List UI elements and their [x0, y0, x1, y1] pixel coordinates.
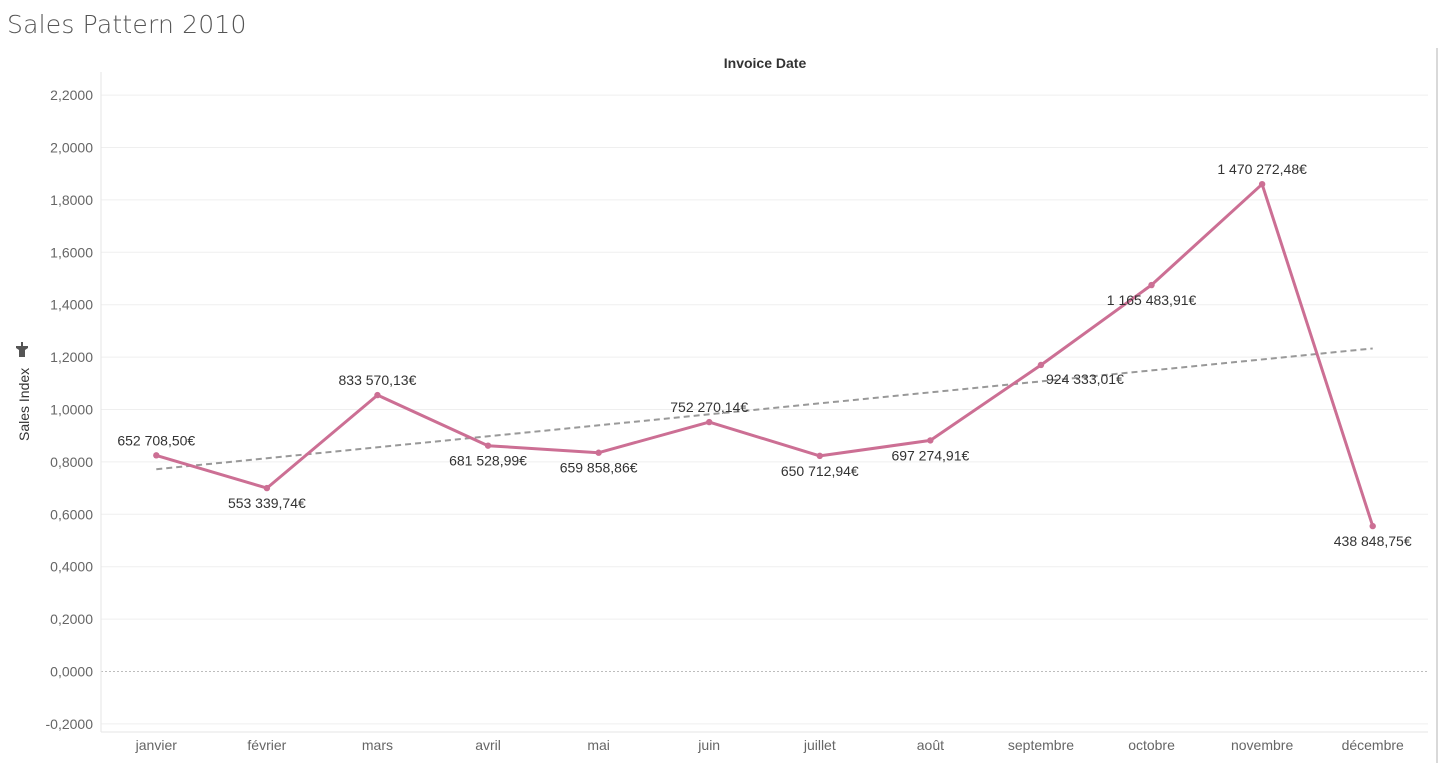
- data-point[interactable]: [374, 391, 381, 399]
- y-tick-label: 2,0000: [50, 140, 93, 156]
- y-tick-label: 0,0000: [50, 664, 93, 680]
- y-tick-label: 1,4000: [50, 297, 93, 313]
- data-point[interactable]: [927, 437, 934, 444]
- axes: -0,2000 0,0000 0,2000 0,4000 0,6000 0,8000 1,0…: [46, 72, 1428, 753]
- data-point[interactable]: [153, 452, 160, 459]
- x-tick-label: juin: [697, 737, 720, 753]
- data-point[interactable]: [1148, 281, 1155, 289]
- x-tick-label: septembre: [1008, 737, 1074, 753]
- right-edge-scrollbar[interactable]: [1436, 48, 1438, 763]
- pin-icon[interactable]: [16, 342, 28, 357]
- y-axis-title: Sales Index: [16, 368, 32, 441]
- data-labels: 652 708,50€ 553 339,74€ 833 570,13€ 681 528…: [117, 161, 1411, 549]
- data-label: 438 848,75€: [1334, 533, 1412, 549]
- y-tick-label: 2,2000: [50, 87, 93, 103]
- data-point[interactable]: [263, 484, 271, 492]
- data-label: 681 528,99€: [449, 453, 527, 469]
- data-point[interactable]: [1037, 361, 1045, 369]
- series-line[interactable]: [155, 182, 1375, 527]
- data-point[interactable]: [484, 442, 492, 449]
- y-tick-label: 1,0000: [50, 402, 93, 418]
- y-axis-title-group[interactable]: Sales Index: [16, 342, 32, 441]
- data-point[interactable]: [816, 452, 823, 460]
- data-point[interactable]: [1258, 180, 1266, 188]
- data-label: 650 712,94€: [781, 463, 859, 479]
- data-label: 1 470 272,48€: [1217, 161, 1307, 177]
- series-group: [153, 180, 1376, 530]
- data-point[interactable]: [706, 418, 713, 426]
- y-tick-label: 0,8000: [50, 454, 93, 470]
- y-tick-label: 0,2000: [50, 611, 93, 627]
- data-label: 1 165 483,91€: [1107, 292, 1197, 308]
- data-point[interactable]: [1369, 522, 1376, 530]
- x-tick-label: juillet: [803, 737, 836, 753]
- data-label: 924 333,01€: [1046, 371, 1124, 387]
- x-tick-label: mai: [587, 737, 610, 753]
- y-tick-label: 1,2000: [50, 349, 93, 365]
- data-label: 833 570,13€: [339, 372, 417, 388]
- y-tick-label: 1,6000: [50, 244, 93, 260]
- x-tick-label: octobre: [1128, 737, 1175, 753]
- trend-line[interactable]: [156, 347, 1373, 471]
- x-tick-label: décembre: [1342, 737, 1404, 753]
- x-tick-label: février: [247, 737, 286, 753]
- x-tick-label: août: [917, 737, 944, 753]
- grid-lines: [101, 94, 1428, 725]
- page-title: Sales Pattern 2010: [7, 10, 247, 39]
- data-label: 697 274,91€: [891, 447, 969, 463]
- y-tick-label: -0,2000: [46, 716, 94, 732]
- data-point[interactable]: [595, 449, 602, 456]
- trend-line-group: [156, 347, 1373, 471]
- x-tick-label: janvier: [135, 737, 178, 753]
- data-label: 659 858,86€: [560, 460, 638, 476]
- column-header: Invoice Date: [724, 55, 807, 71]
- data-label: 652 708,50€: [117, 432, 195, 448]
- data-label: 553 339,74€: [228, 495, 306, 511]
- x-tick-label: avril: [475, 737, 501, 753]
- x-tick-label: novembre: [1231, 737, 1293, 753]
- y-tick-label: 1,8000: [50, 192, 93, 208]
- data-label: 752 270,14€: [670, 399, 748, 415]
- y-tick-label: 0,4000: [50, 559, 93, 575]
- y-tick-label: 0,6000: [50, 506, 93, 522]
- x-tick-label: mars: [362, 737, 393, 753]
